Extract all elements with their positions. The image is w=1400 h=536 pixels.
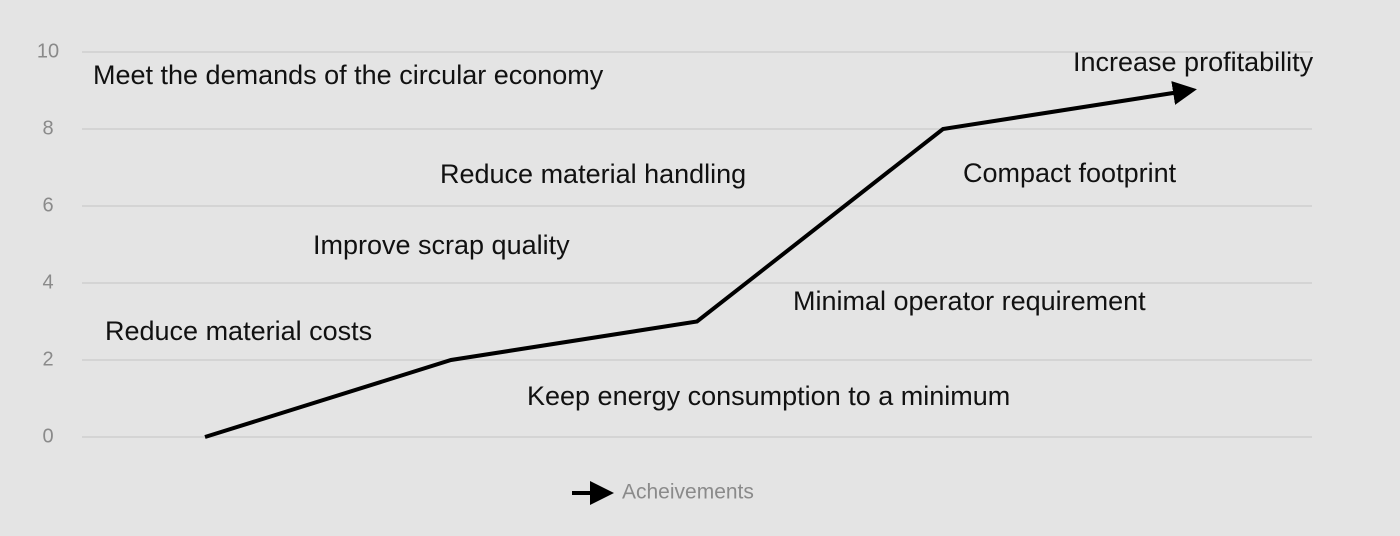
annotation: Keep energy consumption to a minimum [527,381,1010,411]
annotation: Reduce material handling [440,159,746,189]
annotation: Minimal operator requirement [793,286,1146,316]
annotation: Reduce material costs [105,316,372,346]
y-tick-label: 10 [37,40,59,62]
data-line [204,81,1197,439]
y-tick-label: 8 [42,117,53,139]
annotation: Increase profitability [1073,47,1314,77]
annotation: Compact footprint [963,158,1177,188]
y-tick-label: 6 [42,194,53,216]
annotation: Meet the demands of the circular economy [93,60,604,90]
legend-label: Acheivements [622,481,754,504]
y-tick-label: 2 [42,348,53,370]
annotation: Improve scrap quality [313,230,570,260]
y-tick-label: 4 [42,271,53,293]
y-tick-label: 0 [42,425,53,447]
